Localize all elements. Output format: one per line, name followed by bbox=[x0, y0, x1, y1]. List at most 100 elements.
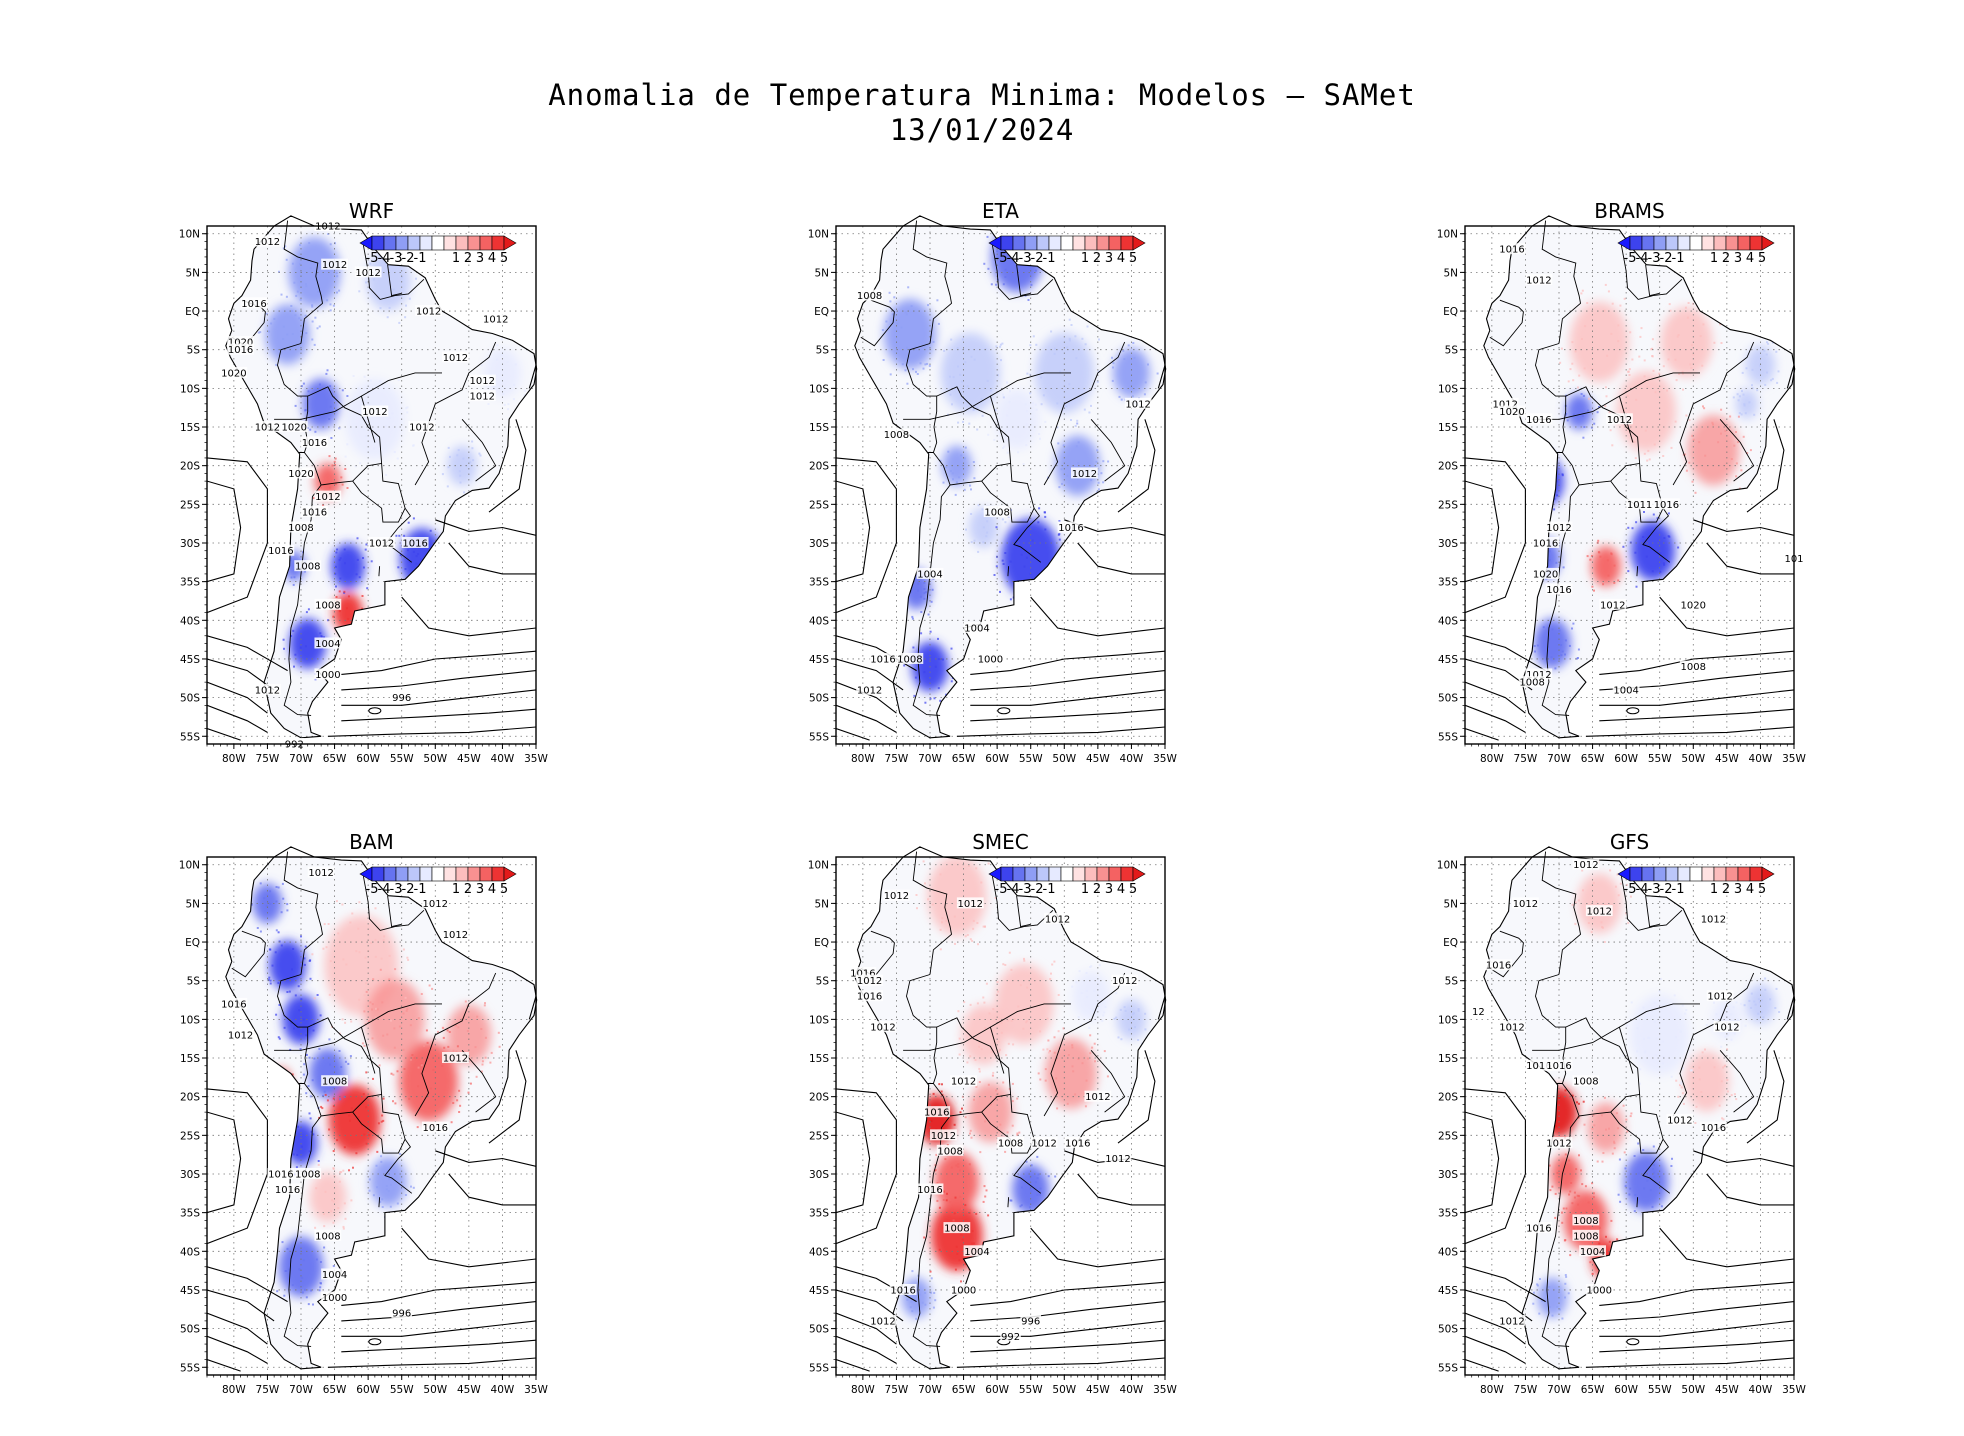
colorbar-swatch bbox=[1665, 235, 1679, 251]
isobar-line bbox=[1465, 704, 1526, 733]
isobar-label: 1004 bbox=[917, 569, 942, 580]
colorbar-label: -2 bbox=[1660, 882, 1673, 897]
isobar-line bbox=[207, 1111, 242, 1214]
isobar-label: 1012 bbox=[1072, 469, 1097, 480]
colorbar-swatch bbox=[479, 235, 493, 251]
country-border bbox=[231, 930, 266, 978]
lon-tick-label: 55W bbox=[1648, 753, 1672, 765]
isobar-line bbox=[207, 1088, 268, 1245]
lat-tick-label: 50S bbox=[1438, 693, 1458, 705]
lon-tick-label: 80W bbox=[1480, 1384, 1504, 1396]
isobar-line bbox=[435, 1150, 536, 1167]
isobar-label: 1008 bbox=[315, 600, 340, 611]
isobar-label: 1016 bbox=[275, 1185, 300, 1196]
colorbar-swatch bbox=[1108, 866, 1122, 882]
anomaly-region bbox=[1616, 371, 1676, 452]
map-gfs: GFS 1012 1012 1012 1012 1016 12 1012 1012 1012 101… bbox=[1437, 830, 1807, 1396]
isobar-label: 1012 bbox=[1546, 523, 1571, 534]
panel-brams: BRAMS 1016 1012 1012 1020 1016 1012 1011 1016 101… bbox=[1410, 192, 1810, 792]
lat-tick-label: 25S bbox=[180, 499, 200, 511]
isobar-line bbox=[1659, 596, 1794, 637]
isobar-line bbox=[836, 658, 904, 691]
colorbar: -5 -4 -3 -2 -1 1 2 3 4 5 bbox=[988, 866, 1146, 897]
isobar-label: 1012 bbox=[470, 392, 495, 403]
colorbar-swatch bbox=[491, 235, 505, 251]
isobar-label: 1012 bbox=[951, 1077, 976, 1088]
lon-tick-label: 65W bbox=[952, 753, 976, 765]
isobar-label: 1016 bbox=[1499, 245, 1524, 256]
country-border bbox=[304, 1083, 382, 1117]
isobar-label: 1020 bbox=[1681, 600, 1706, 611]
isobar-line bbox=[207, 457, 268, 614]
isobar-line bbox=[1465, 1358, 1499, 1372]
colorbar-swatch bbox=[1024, 235, 1038, 251]
isobar-label: 1020 bbox=[228, 337, 253, 348]
isobar-label: 1016 bbox=[1533, 538, 1558, 549]
colorbar: -5 -4 -3 -2 -1 1 2 3 4 5 bbox=[359, 866, 517, 897]
lat-tick-label: 30S bbox=[809, 538, 829, 550]
colorbar-label: 2 bbox=[1722, 882, 1730, 897]
lon-tick-label: 50W bbox=[1052, 753, 1076, 765]
isobar-line bbox=[207, 480, 242, 583]
colorbar-swatch bbox=[1677, 235, 1691, 251]
colorbar-swatch bbox=[1012, 235, 1026, 251]
isobar-label: 1008 bbox=[288, 523, 313, 534]
lat-tick-label: 45S bbox=[180, 654, 200, 666]
isobar-line bbox=[1706, 1173, 1794, 1206]
isobar-label: 1012 bbox=[315, 222, 340, 233]
map-smec: SMEC101210121012101610121016101210121012… bbox=[808, 830, 1178, 1396]
lat-tick-label: 35S bbox=[809, 1208, 829, 1220]
country-border bbox=[360, 1026, 376, 1074]
isobar-label: 1011 bbox=[1627, 500, 1652, 511]
panel-gfs: GFS 1012 1012 1012 1012 1016 12 1012 1012 1012 101… bbox=[1410, 823, 1810, 1423]
isobar-label: 1016 bbox=[850, 968, 875, 979]
isobar-label: 1012 bbox=[322, 260, 347, 271]
lon-tick-label: 75W bbox=[1514, 1384, 1538, 1396]
colorbar-label: 1 bbox=[1710, 251, 1718, 266]
anomaly-region bbox=[447, 445, 477, 486]
country-border bbox=[1636, 566, 1639, 577]
isobar-label: 1012 bbox=[362, 407, 387, 418]
anomaly-region bbox=[446, 1004, 492, 1065]
isobar-line bbox=[970, 1301, 1165, 1322]
lat-tick-label: 50S bbox=[809, 693, 829, 705]
anomaly-region bbox=[278, 1236, 324, 1297]
anomaly-region bbox=[309, 1172, 347, 1223]
isobar-line bbox=[836, 1088, 897, 1245]
lat-tick-label: 30S bbox=[180, 1169, 200, 1181]
isobar-label: 1008 bbox=[937, 1146, 962, 1157]
isobar-label: 1004 bbox=[1613, 685, 1638, 696]
colorbar-swatch bbox=[1072, 235, 1086, 251]
lat-tick-label: 15S bbox=[180, 422, 200, 434]
colorbar-label: -4 bbox=[1007, 251, 1020, 266]
isobar-line bbox=[1786, 996, 1794, 1020]
isobar-line bbox=[341, 1320, 536, 1337]
panel-title: SMEC bbox=[972, 830, 1029, 854]
lat-tick-label: 40S bbox=[809, 1246, 829, 1258]
country-border bbox=[378, 566, 381, 577]
isobar-label: 1012 bbox=[1125, 399, 1150, 410]
colorbar: -5 -4 -3 -2 -1 1 2 3 4 5 bbox=[359, 235, 517, 266]
lat-tick-label: 10S bbox=[1438, 1014, 1458, 1026]
colorbar-swatch bbox=[407, 235, 421, 251]
isobar-label: 1000 bbox=[1587, 1285, 1612, 1296]
lat-tick-label: 40S bbox=[1438, 1246, 1458, 1258]
colorbar-swatch bbox=[431, 866, 445, 882]
isobar-line bbox=[207, 704, 268, 733]
anomaly-region bbox=[1072, 971, 1110, 1022]
colorbar-label: 5 bbox=[1758, 882, 1766, 897]
isobar-line bbox=[401, 1227, 536, 1268]
colorbar-swatch bbox=[419, 235, 433, 251]
country-border bbox=[1618, 1026, 1634, 1074]
lon-tick-label: 55W bbox=[390, 753, 414, 765]
anomaly-region bbox=[288, 237, 341, 308]
colorbar-label: -5 bbox=[366, 882, 379, 897]
anomaly-region bbox=[1591, 546, 1621, 587]
colorbar-swatch bbox=[1761, 235, 1775, 251]
panel-title: BAM bbox=[349, 830, 394, 854]
colorbar-swatch bbox=[455, 235, 469, 251]
lat-tick-label: 20S bbox=[809, 461, 829, 473]
isobar-label: 1008 bbox=[984, 508, 1009, 519]
country-border bbox=[981, 480, 1035, 523]
isobar-line bbox=[207, 1335, 268, 1364]
